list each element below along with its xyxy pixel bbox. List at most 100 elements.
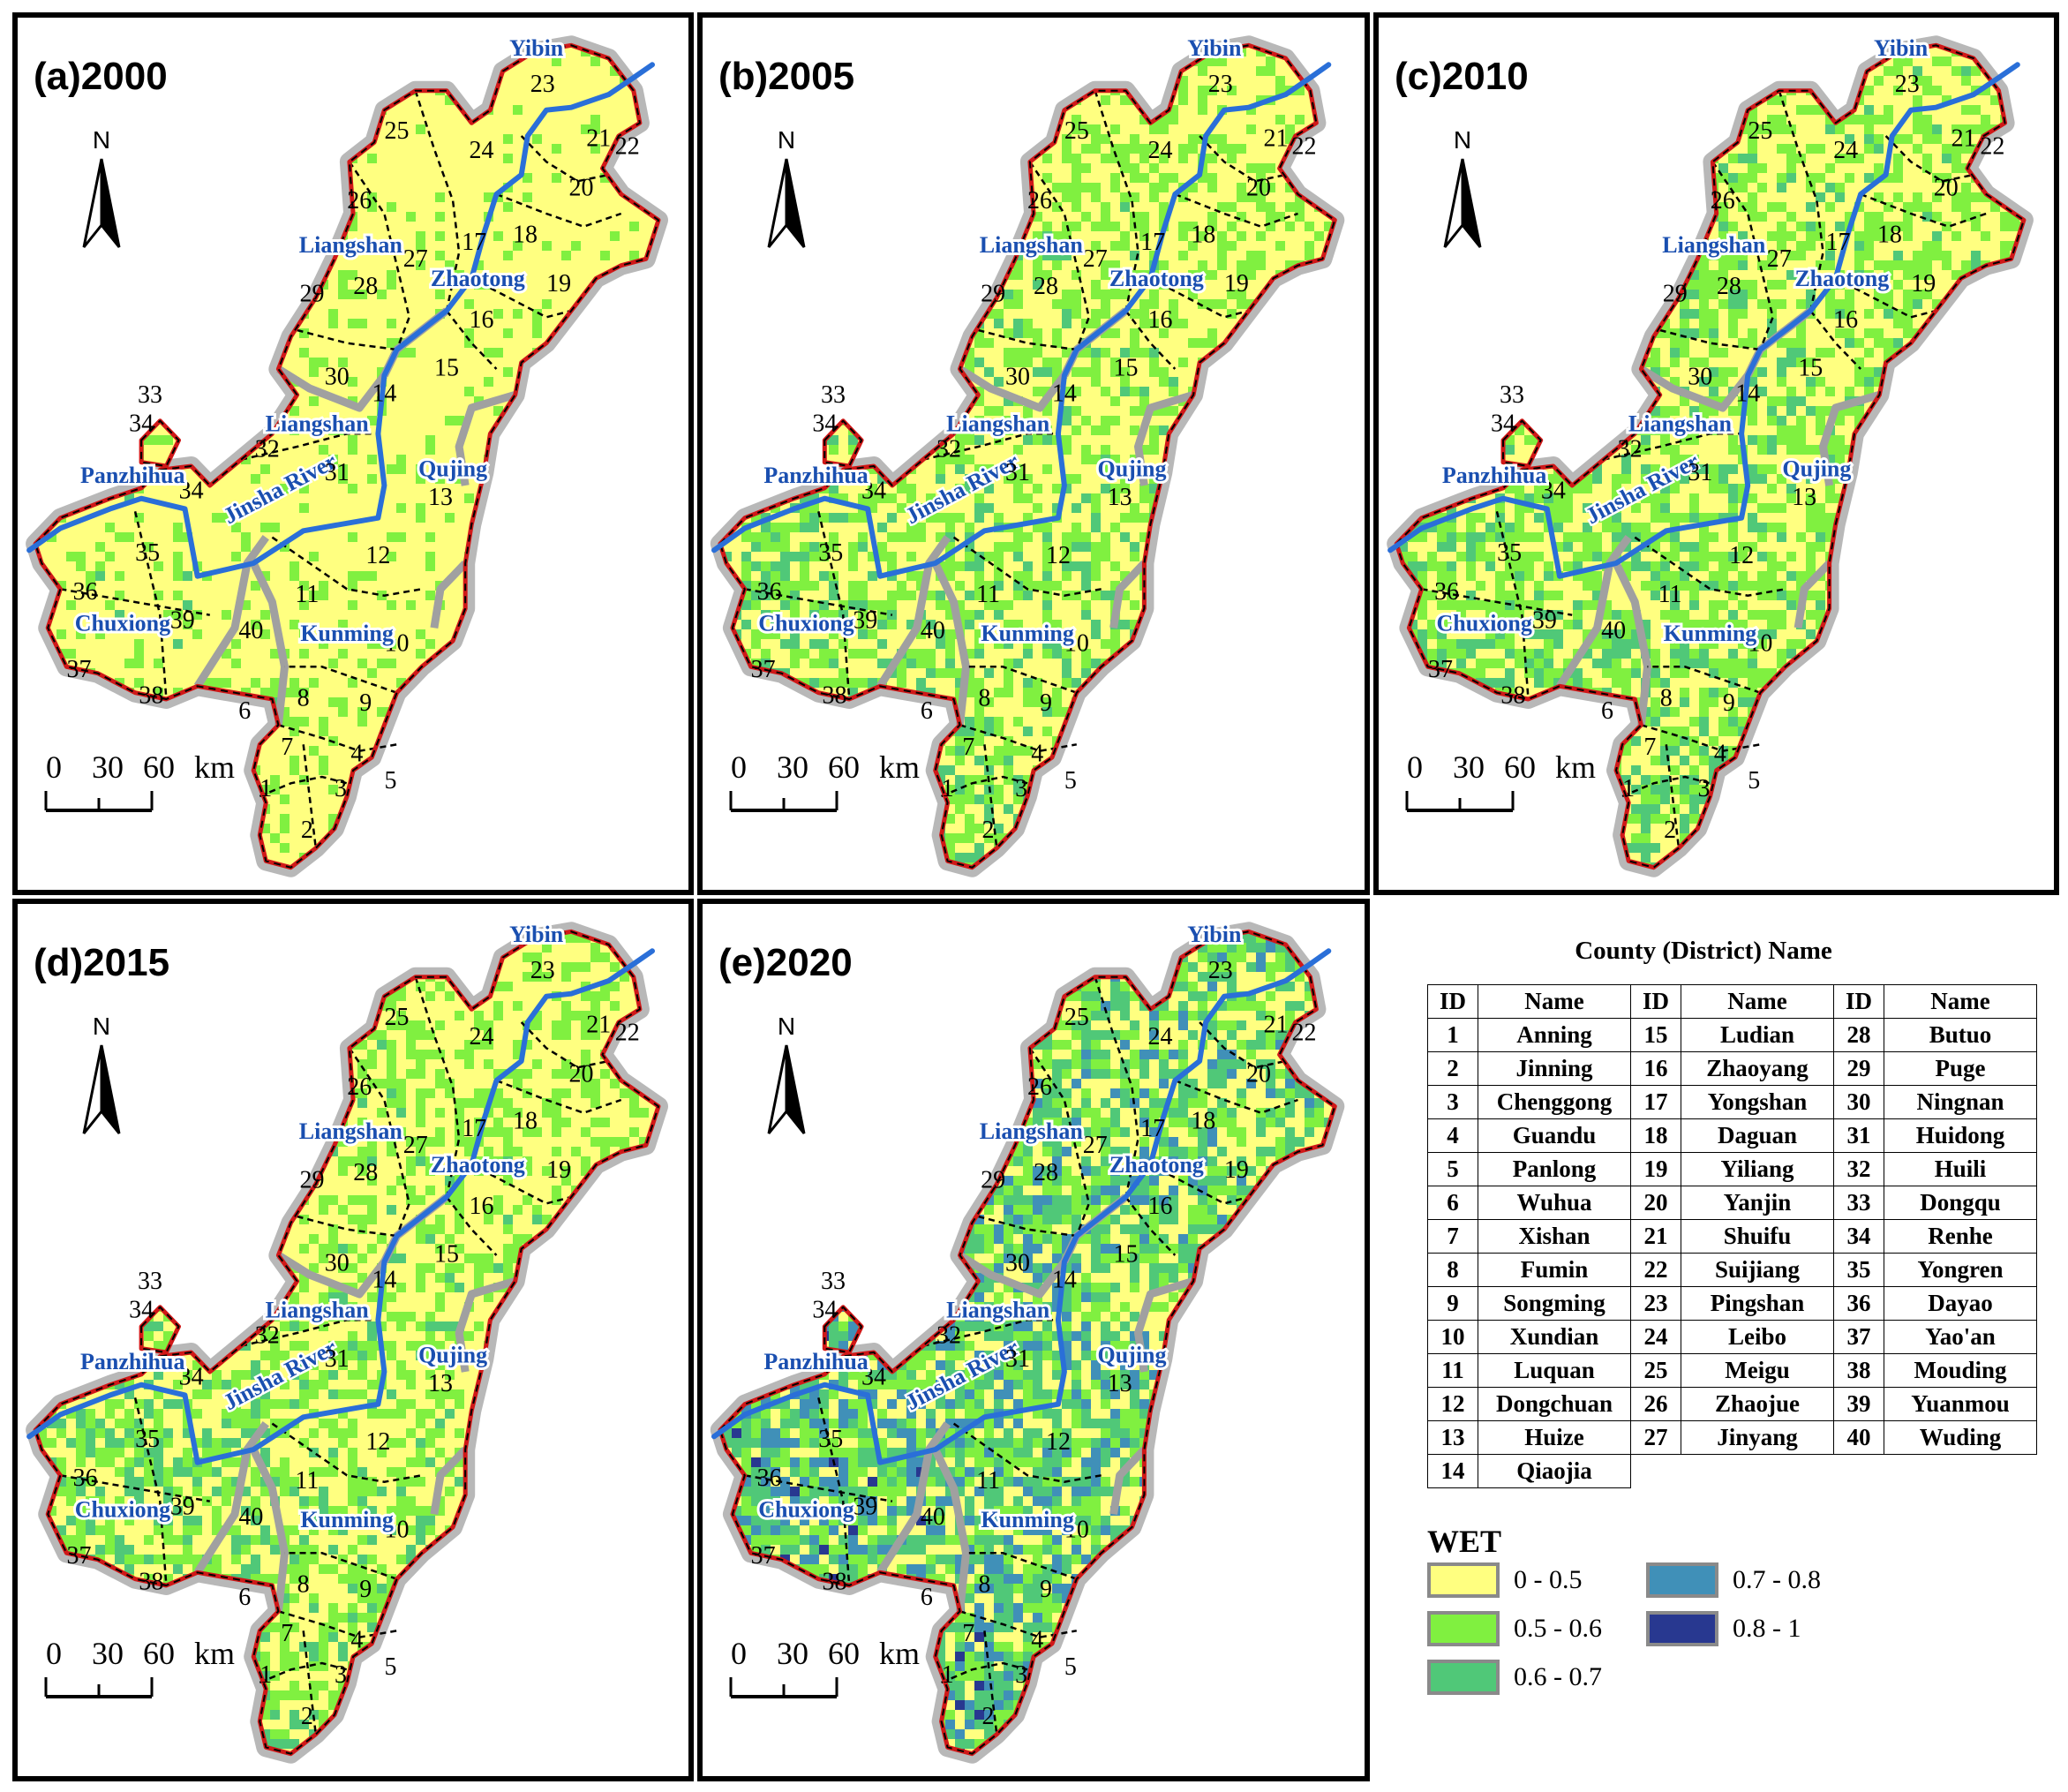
county-id-cell: 34 [1833,1219,1884,1254]
panel-title: (c)2010 [1395,55,1529,98]
county-id-label: 39 [853,606,877,634]
county-id-cell: 17 [1630,1085,1681,1119]
county-id-label: 18 [513,221,538,248]
county-id-label: 21 [586,1012,611,1039]
city-label: Zhaotong [1109,266,1204,291]
county-name-cell: Qiaojia [1478,1454,1631,1488]
county-name-cell: Daguan [1681,1118,1834,1153]
county-id-label: 37 [67,1542,92,1570]
county-id-label: 39 [170,606,195,634]
county-id-cell: 8 [1427,1253,1478,1287]
county-id-label: 36 [73,578,98,606]
north-arrow-icon: N [62,124,141,256]
county-id-label: 40 [921,617,945,644]
county-boundary [348,1047,411,1237]
county-id-label: 4 [350,1626,363,1653]
county-id-label: 18 [1877,221,1902,248]
county-name-cell: Fumin [1478,1253,1631,1287]
prefecture-boundary [958,365,1068,412]
county-id-label: 7 [962,1620,974,1647]
county-id-label: 36 [1434,578,1459,606]
county-name-cell: Ludian [1681,1018,1834,1052]
county-id-cell: 38 [1833,1353,1884,1388]
county-boundary [966,1552,1078,1580]
county-id-label: 3 [335,775,347,802]
county-boundary [278,724,397,752]
city-label: Zhaotong [1794,266,1889,291]
county-name-cell: Dongchuan [1478,1387,1631,1421]
county-id-label: 10 [385,630,410,658]
county-id-label: 16 [470,1193,494,1220]
county-boundary [1199,1021,1286,1069]
county-name-cell: Huidong [1884,1118,2037,1153]
county-boundary [259,775,348,798]
wet-legend-swatch [1646,1611,1718,1646]
scale-bar: 0 30 60 km [722,1635,951,1705]
county-boundary [744,1474,893,1502]
county-id-label: 9 [1723,689,1735,717]
county-id-label: 5 [384,1653,396,1681]
city-label: Panzhihua [763,463,869,488]
county-id-cell: 26 [1630,1387,1681,1421]
city-label: Liangshan [980,1118,1084,1144]
county-boundary [1174,1079,1298,1115]
county-name-cell: Yao'an [1884,1320,2037,1354]
county-id-label: 5 [1064,1653,1077,1681]
county-boundary [1149,277,1250,319]
county-id-label: 34 [812,1296,837,1323]
county-id-label: 1 [259,1661,272,1689]
county-boundary [817,511,851,700]
county-id-label: 29 [981,281,1005,308]
county-id-label: 4 [1031,1626,1043,1653]
prefecture-boundary [276,365,387,412]
county-boundary [1647,666,1761,694]
county-boundary [744,588,893,616]
city-label: Chuxiong [1437,610,1532,636]
county-id-label: 19 [546,1156,571,1184]
county-id-cell: 16 [1630,1051,1681,1086]
prefecture-boundary [430,1446,469,1516]
map-panel-b: Jinsha River 1 2 3 4 5 6 7 8 9 10 11 12 13 14 15 16 17 18 1… [697,12,1370,895]
county-boundary [1199,135,1286,183]
county-table-row: 7 Xishan 21 Shuifu 34 Renhe [1427,1219,2037,1254]
scale-label: 0 [731,749,747,785]
county-id-label: 10 [1064,630,1089,658]
city-label: Panzhihua [763,1349,869,1374]
scale-label: 30 [777,749,808,785]
county-id-label: 26 [347,1073,372,1101]
county-boundary [1835,277,1936,319]
county-name-cell: Yongren [1884,1253,2037,1287]
county-id-label: 35 [818,1426,843,1453]
county-id-label: 16 [1833,306,1858,334]
county-id-label: 17 [462,1115,486,1142]
prefecture-boundary [250,1448,289,1612]
scale-bar: 0 30 60 km [1398,749,1628,819]
prefecture-boundary [193,1421,269,1575]
county-id-label: 13 [1108,484,1132,511]
prefecture-boundary [1639,365,1751,412]
scale-bar: 0 30 60 km [37,1635,267,1705]
county-id-label: 35 [135,1426,160,1453]
wet-legend-item: 0.7 - 0.8 [1646,1562,1821,1598]
county-id-label: 35 [1497,539,1522,567]
wet-legend-item: 0.8 - 1 [1646,1611,1801,1646]
county-id-label: 25 [1064,1004,1089,1031]
county-boundary [284,1552,398,1580]
prefecture-boundary [958,1252,1068,1299]
region-border-dash [34,930,659,1755]
wet-legend-title: WET [1427,1524,1502,1559]
county-id-label: 36 [757,578,782,606]
jinsha-river [1387,62,2020,579]
county-boundary [470,1163,572,1205]
city-label: Chuxiong [75,1496,170,1522]
county-id-cell: 18 [1630,1118,1681,1153]
county-id-label: 20 [1934,174,1959,201]
county-boundary [941,775,1028,798]
county-id-label: 27 [1083,1132,1108,1159]
county-id-label: 31 [1005,459,1030,486]
scale-label: 60 [143,749,175,785]
county-id-label: 26 [347,187,372,215]
wet-legend-label: 0.6 - 0.7 [1514,1662,1602,1691]
city-label: Kunming [300,621,394,646]
county-id-label: 38 [139,681,163,709]
